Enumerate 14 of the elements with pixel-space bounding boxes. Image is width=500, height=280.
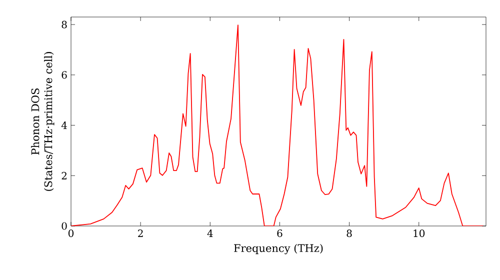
x-tick-label: 4 (207, 230, 213, 237)
x-axis-title: Frequency (THz) (234, 244, 323, 254)
y-tick-label: 8 (62, 20, 67, 28)
x-tick-label: 2 (138, 230, 143, 237)
y-tick-label: 6 (62, 71, 67, 79)
y-tick-label: 4 (61, 122, 67, 129)
y-tick-label: 2 (62, 172, 66, 180)
line-series (71, 24, 484, 226)
x-tick-label: 0 (68, 230, 74, 238)
x-tick-label: 6 (277, 230, 282, 238)
x-tick-label: 10 (414, 230, 425, 238)
y-axis-title: Phonon DOS (States/THz·primitive cell) (31, 52, 54, 191)
y-tick-label: 0 (62, 222, 67, 230)
x-tick-label: 8 (346, 230, 352, 238)
